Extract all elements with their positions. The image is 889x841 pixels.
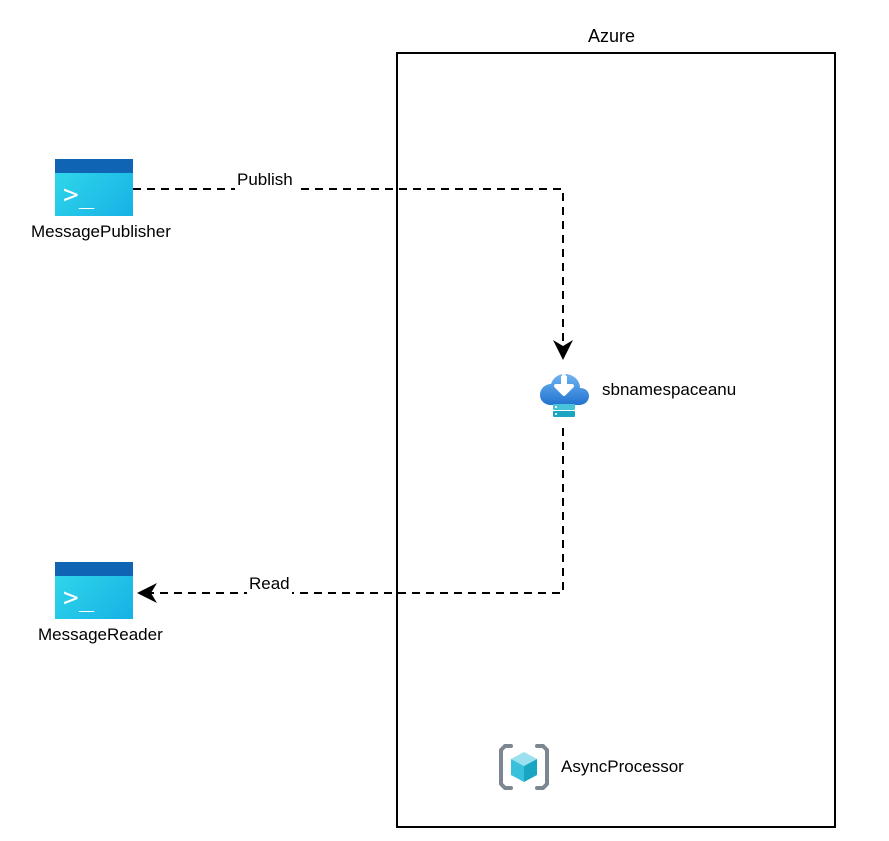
edge-read-label: Read bbox=[247, 574, 292, 594]
terminal-body-icon: >_ bbox=[55, 173, 133, 216]
cloud-download-icon bbox=[536, 362, 592, 418]
resource-group-icon bbox=[497, 740, 551, 794]
message-reader-node: >_ bbox=[55, 562, 133, 619]
edge-publish-label: Publish bbox=[235, 170, 295, 190]
message-reader-label: MessageReader bbox=[38, 625, 163, 645]
terminal-body-icon: >_ bbox=[55, 576, 133, 619]
azure-container-title: Azure bbox=[588, 26, 635, 47]
diagram-canvas: Azure Publish Read >_ MessagePublisher >… bbox=[0, 0, 889, 841]
terminal-titlebar-icon bbox=[55, 562, 133, 576]
message-publisher-label: MessagePublisher bbox=[31, 222, 171, 242]
azure-container bbox=[396, 52, 836, 828]
async-processor-node bbox=[497, 740, 551, 794]
async-processor-label: AsyncProcessor bbox=[561, 757, 684, 777]
terminal-prompt-icon: >_ bbox=[63, 585, 94, 611]
message-publisher-node: >_ bbox=[55, 159, 133, 216]
servicebus-node bbox=[536, 362, 592, 418]
servicebus-label: sbnamespaceanu bbox=[602, 380, 736, 400]
terminal-titlebar-icon bbox=[55, 159, 133, 173]
terminal-prompt-icon: >_ bbox=[63, 182, 94, 208]
